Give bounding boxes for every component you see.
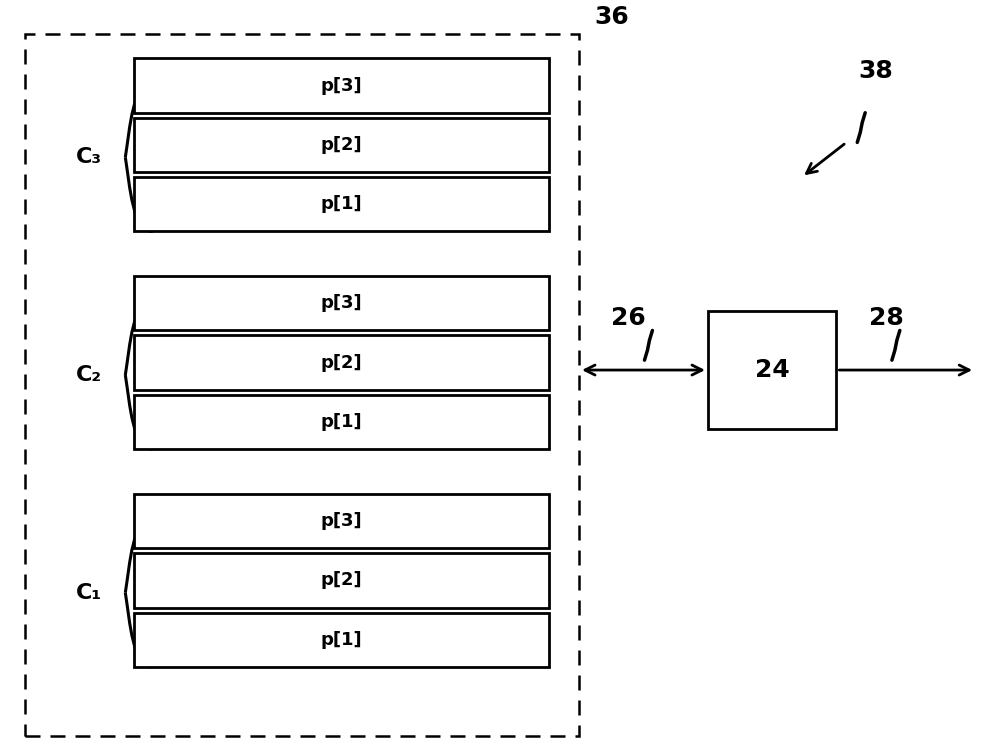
Text: p[1]: p[1] — [321, 413, 362, 431]
Bar — [708, 311, 836, 429]
Text: 38: 38 — [859, 59, 893, 83]
Text: 26: 26 — [611, 306, 646, 330]
Text: p[2]: p[2] — [321, 354, 362, 372]
Bar — [134, 177, 549, 231]
Bar — [134, 553, 549, 608]
Text: 36: 36 — [594, 5, 629, 29]
Bar — [134, 395, 549, 449]
Bar — [134, 494, 549, 548]
Bar — [134, 276, 549, 330]
Text: p[2]: p[2] — [321, 136, 362, 154]
Text: C₃: C₃ — [76, 147, 102, 167]
Text: C₂: C₂ — [76, 365, 102, 385]
Text: p[3]: p[3] — [321, 512, 362, 530]
Text: p[1]: p[1] — [321, 631, 362, 649]
Bar — [134, 336, 549, 390]
Text: 24: 24 — [755, 358, 790, 382]
Text: p[3]: p[3] — [321, 76, 362, 94]
Bar — [25, 33, 579, 736]
Text: C₁: C₁ — [76, 583, 102, 603]
Text: p[1]: p[1] — [321, 195, 362, 213]
Text: 28: 28 — [869, 306, 903, 330]
Bar — [134, 612, 549, 667]
Text: p[2]: p[2] — [321, 572, 362, 590]
Bar — [134, 58, 549, 113]
Text: p[3]: p[3] — [321, 294, 362, 312]
Bar — [134, 118, 549, 172]
